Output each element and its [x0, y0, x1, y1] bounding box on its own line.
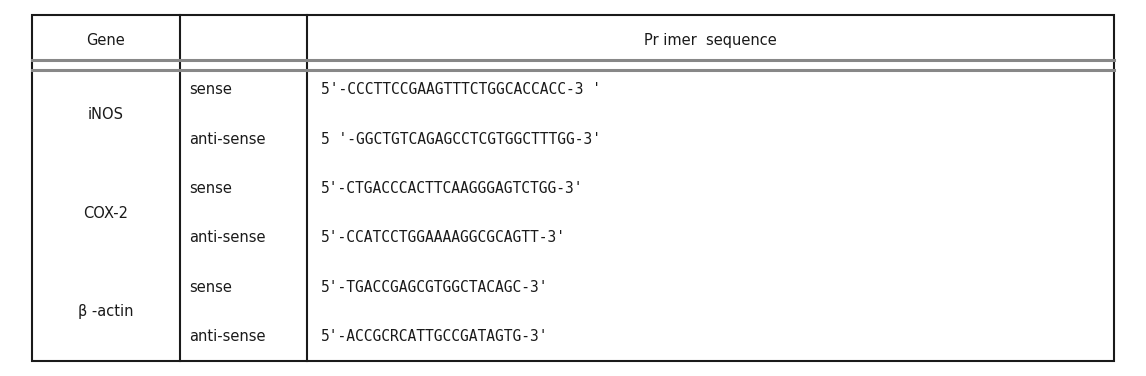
- Text: Gene: Gene: [86, 33, 125, 48]
- Text: 5'-ACCGCRCATTGCCGATAGTG-3': 5'-ACCGCRCATTGCCGATAGTG-3': [321, 329, 549, 344]
- Text: 5'-CTGACCCACTTCAAGGGAGTCTGG-3': 5'-CTGACCCACTTCAAGGGAGTCTGG-3': [321, 181, 583, 196]
- Text: 5'-CCATCCTGGAAAAGGCGCAGTT-3': 5'-CCATCCTGGAAAAGGCGCAGTT-3': [321, 230, 566, 245]
- Text: Pr imer  sequence: Pr imer sequence: [644, 33, 777, 48]
- Text: sense: sense: [189, 181, 231, 196]
- Text: anti-sense: anti-sense: [189, 132, 265, 147]
- Text: iNOS: iNOS: [88, 107, 124, 122]
- Text: sense: sense: [189, 279, 231, 294]
- Text: 5 '-GGCTGTCAGAGCCTCGTGGCTTTGG-3': 5 '-GGCTGTCAGAGCCTCGTGGCTTTGG-3': [321, 132, 602, 147]
- Text: 5'-TGACCGAGCGTGGCTACAGC-3': 5'-TGACCGAGCGTGGCTACAGC-3': [321, 279, 549, 294]
- Text: anti-sense: anti-sense: [189, 230, 265, 245]
- Text: anti-sense: anti-sense: [189, 329, 265, 344]
- Text: COX-2: COX-2: [84, 206, 128, 221]
- Text: sense: sense: [189, 82, 231, 97]
- Text: β -actin: β -actin: [78, 304, 134, 319]
- Text: 5'-CCCTTCCGAAGTTTCTGGCACCACC-3 ': 5'-CCCTTCCGAAGTTTCTGGCACCACC-3 ': [321, 82, 602, 97]
